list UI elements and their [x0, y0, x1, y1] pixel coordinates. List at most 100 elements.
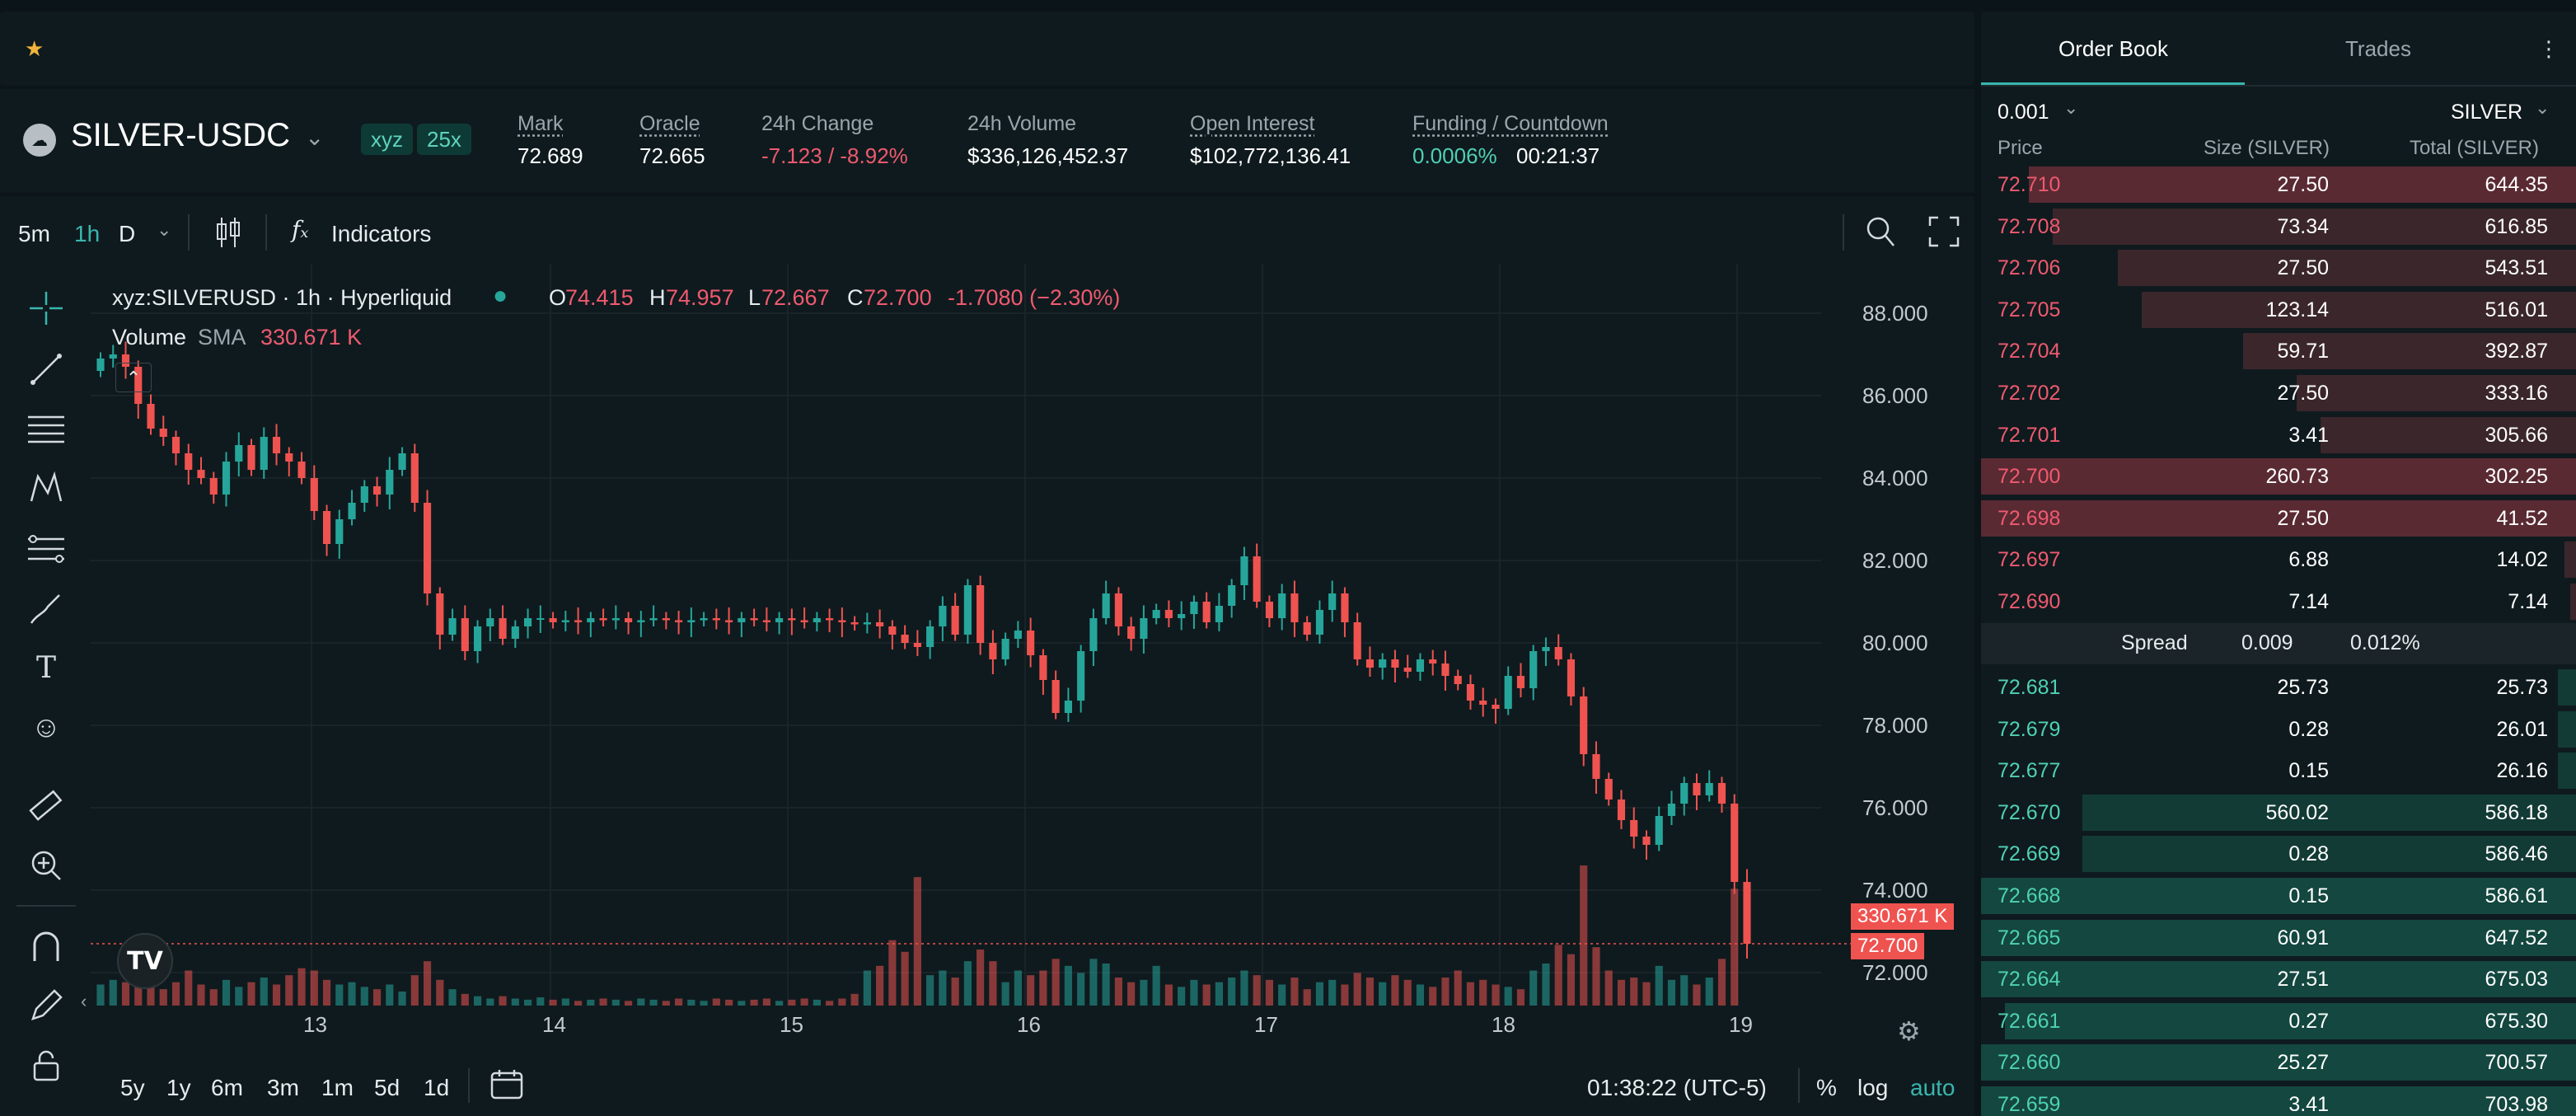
- ask-row[interactable]: 72.702 27.50 333.16: [1981, 373, 2576, 411]
- y-tick-label: 80.000: [1862, 631, 1928, 655]
- pencil-lock-icon[interactable]: [25, 984, 68, 1027]
- bid-row[interactable]: 72.659 3.41 703.98: [1981, 1085, 2576, 1116]
- indicators-button[interactable]: Indicators: [331, 221, 432, 246]
- range-1d[interactable]: 1d: [424, 1075, 450, 1100]
- tick-size-select[interactable]: 0.001: [1998, 101, 2049, 124]
- bid-row[interactable]: 72.664 27.51 675.03: [1981, 959, 2576, 998]
- ask-row[interactable]: 72.706 27.50 543.51: [1981, 248, 2576, 287]
- unit-select[interactable]: SILVER: [2451, 101, 2523, 124]
- indicators-fx-icon[interactable]: fₓ: [292, 216, 309, 243]
- ask-size: 27.50: [2277, 382, 2329, 405]
- bid-depth-bar: [2558, 753, 2576, 790]
- ask-row[interactable]: 72.705 123.14 516.01: [1981, 290, 2576, 328]
- y-tick-label: 82.000: [1862, 548, 1928, 573]
- magnet-icon[interactable]: [25, 925, 68, 968]
- trend-line-icon[interactable]: [25, 348, 68, 391]
- ask-depth-bar: [2141, 291, 2576, 328]
- market-symbol[interactable]: SILVER-USDC: [71, 117, 290, 153]
- volume-bar: [322, 979, 331, 1006]
- bid-row[interactable]: 72.660 25.27 700.57: [1981, 1043, 2576, 1081]
- dex-badge: xyz: [361, 124, 413, 155]
- zoom-in-icon[interactable]: [25, 844, 68, 887]
- spread-percent: 0.012%: [2350, 631, 2420, 654]
- bid-row[interactable]: 72.679 0.28 26.01: [1981, 710, 2576, 748]
- bid-row[interactable]: 72.681 25.73 25.73: [1981, 668, 2576, 706]
- collapse-toolbar-icon[interactable]: ‹: [81, 991, 87, 1011]
- log-toggle[interactable]: log: [1857, 1075, 1889, 1100]
- bid-row[interactable]: 72.670 560.02 586.18: [1981, 793, 2576, 831]
- ask-row[interactable]: 72.690 7.14 7.14: [1981, 582, 2576, 620]
- chart-clock[interactable]: 01:38:22 (UTC-5): [1587, 1075, 1767, 1100]
- calendar-range-icon[interactable]: [489, 1068, 524, 1107]
- tradingview-logo-icon[interactable]: TV: [117, 933, 173, 989]
- ask-price: 72.690: [1998, 590, 2061, 613]
- ask-row[interactable]: 72.701 3.41 305.66: [1981, 415, 2576, 453]
- tab-order-book[interactable]: Order Book: [2058, 36, 2168, 61]
- bid-total: 647.52: [2485, 926, 2548, 950]
- bid-price: 72.669: [1998, 842, 2061, 866]
- range-1m[interactable]: 1m: [321, 1075, 354, 1100]
- volume-bar: [1077, 973, 1085, 1006]
- timeframe-1h[interactable]: 1h: [74, 221, 101, 246]
- fib-tool-icon[interactable]: [25, 528, 68, 570]
- ask-price: 72.700: [1998, 465, 2061, 489]
- crosshair-icon[interactable]: [25, 287, 68, 330]
- fullscreen-icon[interactable]: [1928, 216, 1960, 253]
- ask-row[interactable]: 72.697 6.88 14.02: [1981, 540, 2576, 579]
- favorite-star-icon[interactable]: ★: [25, 36, 44, 61]
- candle-body: [1454, 676, 1462, 684]
- candle-body: [1693, 783, 1701, 795]
- candle-body: [1228, 585, 1236, 606]
- lock-icon[interactable]: [25, 1043, 68, 1086]
- range-5d[interactable]: 5d: [374, 1075, 400, 1100]
- candle-body: [109, 354, 117, 359]
- ask-row[interactable]: 72.704 59.71 392.87: [1981, 331, 2576, 370]
- more-options-icon[interactable]: ⋮: [2538, 36, 2560, 61]
- candle-body: [1630, 820, 1638, 837]
- candle-body: [738, 618, 746, 622]
- ask-row[interactable]: 72.708 73.34 616.85: [1981, 207, 2576, 245]
- tab-trades[interactable]: Trades: [2345, 36, 2411, 61]
- bid-row[interactable]: 72.669 0.28 586.46: [1981, 834, 2576, 873]
- spread-label: Spread: [2121, 631, 2188, 654]
- ask-total: 305.66: [2485, 423, 2548, 447]
- candle-body: [1341, 593, 1349, 622]
- bid-row[interactable]: 72.661 0.27 675.30: [1981, 1001, 2576, 1039]
- percent-toggle[interactable]: %: [1816, 1075, 1837, 1100]
- legend-volume-label: Volume: [112, 325, 187, 349]
- volume-bar: [499, 996, 507, 1006]
- volume-bar: [335, 984, 344, 1006]
- timeframe-5m[interactable]: 5m: [18, 221, 50, 246]
- ask-row[interactable]: 72.710 27.50 644.35: [1981, 165, 2576, 203]
- bid-row[interactable]: 72.665 60.91 647.52: [1981, 918, 2576, 956]
- text-tool-icon[interactable]: T: [35, 650, 56, 685]
- ask-row[interactable]: 72.700 260.73 302.25: [1981, 457, 2576, 495]
- price-chart[interactable]: 88.000 86.000 84.000 82.000 80.000 78.000 76.0…: [91, 264, 1978, 1039]
- range-6m[interactable]: 6m: [211, 1075, 243, 1100]
- ruler-icon[interactable]: [25, 785, 68, 828]
- candle-body: [1240, 556, 1248, 585]
- gear-icon[interactable]: ⚙: [1897, 1016, 1921, 1046]
- chevron-down-icon[interactable]: ⌄: [2535, 97, 2550, 118]
- emoji-icon[interactable]: ☺: [30, 710, 62, 743]
- candlestick-type-icon[interactable]: [214, 216, 242, 255]
- ask-row[interactable]: 72.698 27.50 41.52: [1981, 499, 2576, 537]
- candle-body: [1655, 816, 1663, 845]
- range-1y[interactable]: 1y: [166, 1075, 191, 1100]
- volume-bar: [725, 999, 733, 1006]
- pattern-tool-icon[interactable]: [25, 467, 68, 509]
- timeframe-chevron-icon[interactable]: ⌄: [157, 219, 172, 240]
- chevron-down-icon[interactable]: ⌄: [305, 124, 325, 150]
- bid-row[interactable]: 72.677 0.15 26.16: [1981, 751, 2576, 790]
- bid-row[interactable]: 72.668 0.15 586.61: [1981, 876, 2576, 914]
- zoom-search-icon[interactable]: [1864, 214, 1897, 255]
- range-5y[interactable]: 5y: [120, 1075, 145, 1100]
- leverage-badge[interactable]: 25x: [417, 124, 471, 155]
- chevron-down-icon[interactable]: ⌄: [2063, 97, 2079, 118]
- collapse-legend-icon[interactable]: ⌃: [115, 363, 152, 392]
- range-3m[interactable]: 3m: [267, 1075, 299, 1100]
- auto-toggle[interactable]: auto: [1910, 1075, 1955, 1100]
- horizontal-lines-icon[interactable]: [25, 407, 68, 450]
- timeframe-d[interactable]: D: [119, 221, 136, 246]
- brush-icon[interactable]: [25, 587, 68, 630]
